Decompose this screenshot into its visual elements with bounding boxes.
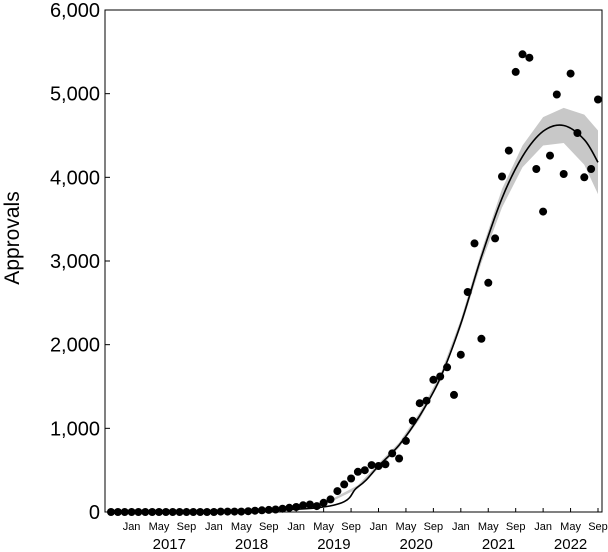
data-point bbox=[594, 95, 602, 104]
data-point bbox=[388, 449, 397, 458]
data-point bbox=[525, 53, 534, 62]
x-month-label: Sep bbox=[588, 521, 608, 533]
y-tick-label: 5,000 bbox=[50, 84, 100, 106]
data-point bbox=[305, 500, 314, 509]
data-point bbox=[257, 506, 266, 515]
x-month-label: Jan bbox=[534, 521, 552, 533]
data-point bbox=[587, 165, 596, 173]
data-point bbox=[559, 170, 568, 178]
data-point bbox=[532, 165, 541, 173]
data-point bbox=[566, 69, 575, 78]
data-point bbox=[498, 172, 506, 181]
data-point bbox=[422, 396, 431, 405]
data-point bbox=[443, 363, 452, 372]
y-axis-label: Approvals bbox=[1, 191, 24, 284]
x-month-label: Sep bbox=[424, 521, 444, 533]
x-month-label: Sep bbox=[259, 521, 279, 533]
y-tick-label: 2,000 bbox=[50, 335, 100, 357]
x-month-label: Sep bbox=[506, 521, 526, 533]
x-year-label: 2020 bbox=[400, 536, 433, 552]
x-year-label: 2017 bbox=[153, 536, 186, 552]
data-point bbox=[312, 502, 321, 511]
x-year-label: 2021 bbox=[482, 536, 515, 552]
x-year-label: 2019 bbox=[317, 536, 350, 552]
x-month-label: May bbox=[560, 521, 581, 533]
data-point bbox=[546, 151, 554, 160]
y-tick-label: 0 bbox=[89, 502, 100, 524]
data-point bbox=[278, 504, 287, 513]
data-point bbox=[401, 436, 410, 445]
y-tick-label: 3,000 bbox=[50, 251, 100, 273]
data-point bbox=[511, 67, 520, 76]
fit-line bbox=[110, 124, 599, 513]
data-point bbox=[285, 503, 294, 512]
data-point bbox=[539, 207, 548, 216]
data-point bbox=[333, 487, 342, 496]
x-axis-ticks: Jan May Sep 2017 Jan May Sep 2018 Jan May Sep 2019 J… bbox=[123, 508, 608, 552]
data-point bbox=[518, 50, 527, 59]
x-month-label: Jan bbox=[287, 521, 305, 533]
data-point bbox=[251, 506, 259, 515]
data-point bbox=[408, 416, 417, 425]
x-month-label: Jan bbox=[205, 521, 223, 533]
data-point bbox=[504, 146, 513, 155]
x-month-label: May bbox=[149, 521, 170, 533]
x-month-label: Sep bbox=[177, 521, 197, 533]
data-point bbox=[292, 503, 301, 511]
y-tick-label: 4,000 bbox=[50, 167, 100, 189]
y-axis-ticks: 0 1,000 2,000 3,000 4,000 5,000 6,000 bbox=[50, 0, 110, 524]
data-point bbox=[484, 278, 493, 287]
data-point bbox=[360, 466, 369, 475]
data-point bbox=[552, 90, 561, 99]
data-point bbox=[244, 507, 253, 516]
y-tick-label: 6,000 bbox=[50, 0, 100, 22]
data-point bbox=[415, 399, 424, 408]
data-point bbox=[395, 454, 404, 463]
data-point bbox=[340, 480, 349, 489]
x-month-label: May bbox=[231, 521, 252, 533]
x-month-label: Jan bbox=[452, 521, 470, 533]
data-point bbox=[450, 390, 458, 399]
data-point bbox=[299, 501, 308, 510]
data-point bbox=[436, 372, 445, 381]
data-point bbox=[456, 350, 465, 359]
data-point bbox=[319, 498, 328, 507]
x-month-label: May bbox=[478, 521, 499, 533]
data-point bbox=[580, 173, 589, 182]
data-point bbox=[477, 334, 486, 343]
x-year-label: 2018 bbox=[235, 536, 268, 552]
data-point bbox=[381, 460, 390, 469]
data-point bbox=[367, 461, 376, 470]
data-point bbox=[347, 474, 356, 483]
fit-line-layer bbox=[110, 124, 599, 513]
x-month-label: May bbox=[313, 521, 334, 533]
data-point bbox=[374, 462, 383, 470]
data-point bbox=[470, 239, 479, 248]
data-point bbox=[353, 467, 362, 476]
x-month-label: May bbox=[396, 521, 417, 533]
data-point bbox=[491, 234, 500, 243]
data-point bbox=[573, 129, 582, 137]
x-month-label: Sep bbox=[341, 521, 361, 533]
y-tick-label: 1,000 bbox=[50, 418, 100, 440]
data-point bbox=[429, 375, 438, 384]
data-point bbox=[326, 495, 335, 504]
data-point bbox=[463, 288, 472, 296]
x-year-label: 2022 bbox=[554, 536, 587, 552]
x-month-label: Jan bbox=[370, 521, 388, 533]
x-month-label: Jan bbox=[123, 521, 141, 533]
